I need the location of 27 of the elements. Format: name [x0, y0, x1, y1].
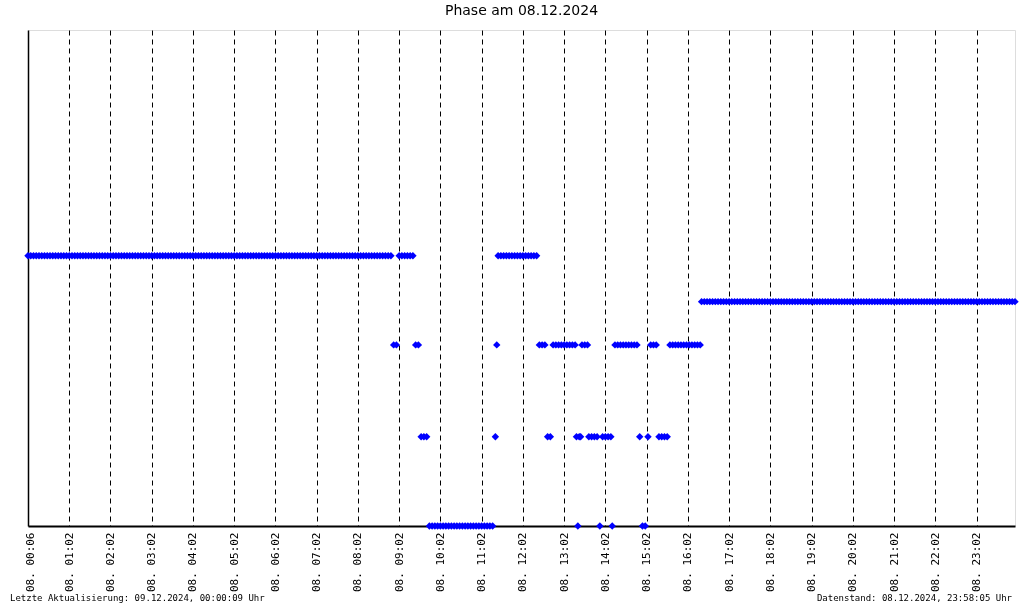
- x-tick-label: 08. 06:02: [268, 532, 282, 593]
- x-tick-label: 08. 19:02: [805, 532, 819, 593]
- x-tick-label: 08. 15:02: [640, 532, 654, 593]
- x-tick-label: 08. 09:02: [392, 532, 406, 593]
- x-tick-label: 08. 21:02: [887, 532, 901, 593]
- x-tick-label: 08. 23:02: [970, 532, 984, 593]
- x-tick-label: 08. 22:02: [928, 532, 942, 593]
- x-tick-label: 08. 10:02: [433, 532, 447, 593]
- x-tick-label: 08. 01:02: [62, 532, 76, 593]
- x-tick-label: 08. 05:02: [227, 532, 241, 593]
- x-tick-label: 08. 20:02: [846, 532, 860, 593]
- x-tick-label: 08. 12:02: [516, 532, 530, 593]
- x-tick-label: 08. 16:02: [681, 532, 695, 593]
- x-tick-label: 08. 14:02: [598, 532, 612, 593]
- chart-title: Phase am 08.12.2024: [444, 2, 599, 18]
- x-tick-label: 08. 00:06: [24, 532, 38, 593]
- x-tick-label: 08. 17:02: [722, 532, 736, 593]
- x-tick-label: 08. 11:02: [475, 532, 489, 593]
- x-tick-label: 08. 02:02: [103, 532, 117, 593]
- x-tick-label: 08. 13:02: [557, 532, 571, 593]
- x-tick-label: 08. 18:02: [763, 532, 777, 593]
- x-tick-label: 08. 08:02: [351, 532, 365, 593]
- text: Letzte Aktualisierung: 09.12.2024, 00:00:09 Uhr: [10, 593, 266, 603]
- x-tick-label: 08. 03:02: [145, 532, 159, 593]
- x-tick-label: 08. 04:02: [186, 532, 200, 593]
- text: Datenstand: 08.12.2024, 23:58:05 Uhr: [816, 593, 1013, 603]
- x-tick-label: 08. 07:02: [310, 532, 324, 593]
